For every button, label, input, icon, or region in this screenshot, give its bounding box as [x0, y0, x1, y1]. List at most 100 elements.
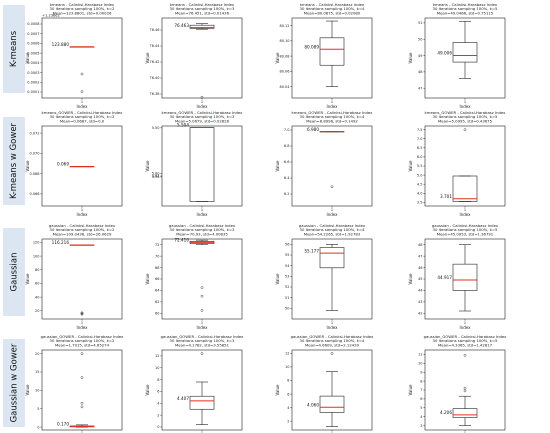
chart-14-y-axis-label: Value: [275, 384, 280, 396]
chart-5-y-axis-label: Value: [145, 160, 150, 172]
chart-11-y-tick-label-4: 44: [418, 289, 423, 293]
chart-5-y-tick-label-3: 4.96: [152, 175, 160, 179]
chart-6-median-label: 6.980: [307, 127, 319, 132]
chart-7-y-tick-label-4: 5.5: [417, 164, 423, 168]
chart-3-y-tick-label-2: 49: [418, 54, 422, 58]
chart-2-x-tick-label: 1: [331, 100, 333, 104]
chart-7-y-tick-label-3: 6.0: [417, 155, 423, 159]
chart-12-outlier-0: [80, 352, 84, 355]
chart-0-title-line-1: 30 iterations sampling 100%, k=2: [50, 6, 115, 11]
chart-9-y-tick-label-1: 70: [155, 254, 159, 258]
chart-15-y-tick-label-1: 10: [418, 362, 422, 366]
chart-4-title-line-0: kmeans_GOWER - Calinksi-Harabasz Index: [42, 110, 124, 115]
chart-13-title-line-1: 30 iterations sampling 100%, k=3: [170, 338, 235, 343]
chart-11-title-line-2: Mean=45.0953, std=1.36791: [437, 231, 494, 236]
chart-14-outlier-0: [330, 352, 334, 355]
chart-10-box-iqr: [319, 247, 345, 269]
chart-2-y-tick-label-0: 80.12: [279, 24, 289, 28]
chart-0-outlier-1: [80, 90, 84, 93]
chart-15-y-tick-label-5: 6: [420, 397, 422, 401]
chart-14-title-line-2: Mean=4.6609, std=2.12439: [305, 342, 360, 347]
chart-7-y-tick-label-8: 3.5: [417, 201, 423, 205]
chart-0-axes-frame: [41, 17, 123, 99]
chart-13-y-tick-label-4: 4: [157, 402, 160, 406]
chart-1-outlier-0: [200, 95, 204, 99]
chart-5-box-iqr: [189, 127, 215, 202]
chart-4-y-tick-label-3: 0.066: [29, 192, 39, 196]
chart-12-y-tick-label-1: 15: [35, 370, 39, 374]
chart-12-y-tick-label-0: 20: [35, 352, 39, 356]
chart-15-title-line-2: Mean=4.3365, std=1.42817: [438, 342, 493, 347]
chart-14-box-iqr: [319, 395, 345, 413]
chart-7-outlier-0: [463, 128, 467, 131]
chart-4-title-line-1: 30 iterations sampling 100%, k=2: [50, 114, 115, 119]
chart-1-y-tick-label-1: 76.44: [149, 44, 160, 48]
chart-8-title-line-1: 30 iterations sampling 100%, k=2: [50, 227, 115, 232]
chart-7-title-line-2: Mean=5.0995, std=0.43675: [438, 118, 493, 123]
chart-9-axes-frame: [161, 238, 243, 320]
chart-2-title-line-0: kmeans - Calinksi-Harabasz Index: [300, 2, 365, 7]
chart-4-title-line-2: Mean=0.0687, std=0.0: [60, 118, 105, 123]
chart-14-title-line-1: 30 iterations sampling 100%, k=4: [300, 338, 365, 343]
chart-0-title-line-2: Mean=123.8801, std=0.00026: [53, 10, 112, 15]
chart-15-box-iqr: [452, 408, 478, 418]
chart-0-outlier-0: [80, 72, 84, 76]
chart-13-y-axis-label: Value: [145, 384, 150, 396]
chart-10-y-tick-label-0: 56: [285, 243, 289, 247]
chart-7-title-line-1: 30 iterations sampling 100%, k=5: [433, 114, 498, 119]
chart-9-y-tick-label-6: 60: [155, 311, 159, 315]
chart-5-y-tick-label-0: 5.50: [152, 126, 160, 130]
chart-4-y-tick-label-0: 0.072: [29, 131, 39, 135]
chart-4-y-tick-label-2: 0.068: [29, 172, 39, 176]
chart-6-y-tick-label-3: 6.4: [284, 176, 290, 180]
row-label-kmeans-gower: K-means w Gower: [3, 117, 25, 205]
chart-9-y-tick-label-4: 64: [155, 289, 160, 293]
chart-2-y-tick-label-3: 80.06: [279, 70, 289, 74]
chart-12-outlier-3: [80, 405, 84, 409]
chart-4-y-tick-label-1: 0.070: [29, 152, 39, 156]
chart-15-y-axis-label: Value: [408, 384, 413, 396]
chart-9-y-tick-label-0: 72: [155, 243, 159, 247]
chart-8-y-tick-label-4: 40: [35, 295, 39, 299]
chart-7-median-label: 3.701: [440, 194, 452, 199]
chart-3-y-tick-label-3: 48: [418, 70, 422, 74]
chart-7-y-axis-label: Value: [408, 160, 413, 172]
chart-0-y-tick-label-5: 0.0003: [27, 71, 39, 75]
chart-14-y-tick-label-1: 10: [285, 365, 289, 369]
chart-15-title-line-1: 30 iterations sampling 100%, k=5: [433, 338, 498, 343]
chart-2-y-tick-label-2: 80.08: [279, 54, 289, 58]
chart-11-y-tick-label-3: 45: [418, 277, 422, 281]
chart-5-title-line-2: Mean=5.0679, std=0.02626: [175, 118, 230, 123]
chart-6-y-tick-label-4: 6.2: [284, 192, 290, 196]
chart-9-x-axis-label: Index: [196, 325, 208, 330]
chart-0-y-tick-label-4: 0.0004: [27, 61, 40, 65]
chart-11-y-axis-label: Value: [408, 273, 413, 285]
chart-9-title-line-2: Mean=70.93, std=4.00835: [176, 231, 228, 236]
chart-14-title-line-0: gaussian_GOWER - Calinksi-Harabasz Index: [291, 334, 375, 339]
chart-7-x-tick-label: 1: [464, 208, 466, 212]
chart-7-y-tick-label-1: 7.0: [417, 137, 423, 141]
chart-6-x-axis-label: Index: [326, 212, 338, 217]
chart-13-y-tick-label-3: 6: [157, 390, 159, 394]
chart-7-axes-frame: [424, 125, 506, 207]
chart-3-x-tick-label: 1: [464, 100, 466, 104]
chart-15-y-tick-label-8: 3: [420, 424, 422, 428]
chart-10-y-axis-label: Value: [275, 273, 280, 285]
chart-14-y-tick-label-0: 12: [285, 352, 289, 356]
chart-12-outlier-1: [80, 376, 84, 379]
chart-10-y-tick-label-5: 51: [285, 296, 289, 300]
chart-3-y-axis-label: Value: [408, 52, 413, 64]
chart-11-box-iqr: [452, 263, 478, 291]
chart-15-outlier-2: [463, 354, 467, 357]
chart-13-box-iqr: [189, 395, 215, 410]
chart-11-y-tick-label-6: 42: [418, 311, 422, 315]
chart-5-x-axis-label: Index: [196, 212, 208, 217]
chart-1-y-tick-label-4: 76.38: [149, 92, 159, 96]
chart-13-title-line-2: Mean=4.1782, std=3.55851: [175, 342, 230, 347]
chart-3-y-tick-label-1: 50: [418, 37, 422, 41]
chart-6-x-tick-label: 1: [331, 208, 333, 212]
chart-12-y-axis-label: Value: [25, 384, 30, 396]
chart-3-title-line-1: 30 iterations sampling 100%, k=5: [433, 6, 498, 11]
chart-3-x-axis-label: Index: [459, 104, 471, 109]
